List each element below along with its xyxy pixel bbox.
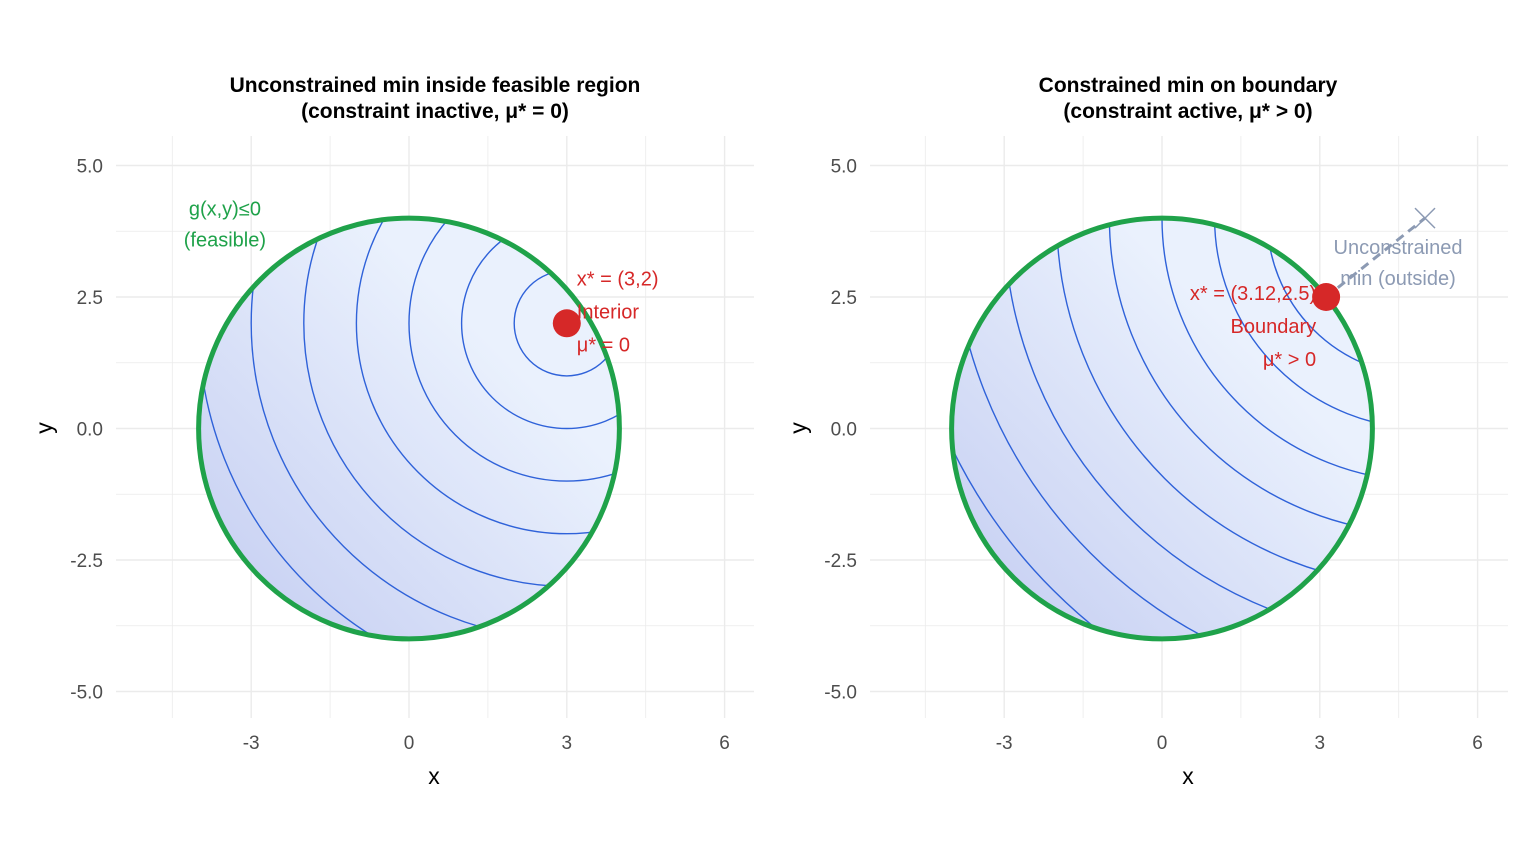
chart-title: Constrained min on boundary <box>1039 74 1338 97</box>
chart-subtitle: (constraint inactive, μ* = 0) <box>301 100 569 123</box>
optimum-label: Boundary <box>1230 316 1316 338</box>
unconstrained-min-label: Unconstrained <box>1334 237 1463 259</box>
direction-arrow <box>1325 216 1426 299</box>
contour-line <box>250 218 620 639</box>
panel-constrained-boundary: Constrained min on boundary (constraint … <box>785 74 1508 789</box>
y-axis-label: y <box>785 422 811 434</box>
unconstrained-min-label: min (outside) <box>1340 268 1456 290</box>
markers: x* = (3,2) Interior μ* = 0 <box>552 268 659 356</box>
constraint-circle <box>196 215 622 642</box>
y-tick-label: 0.0 <box>831 420 857 441</box>
feasible-region <box>951 218 1373 639</box>
contour-line <box>355 218 620 535</box>
y-tick-label: -5.0 <box>70 683 103 704</box>
y-tick-label: 0.0 <box>77 420 103 441</box>
chart-title: Unconstrained min inside feasible region <box>230 74 641 97</box>
x-axis-label: x <box>428 763 440 789</box>
constraint-label: (feasible) <box>184 229 266 251</box>
y-tick-label: 5.0 <box>831 157 857 178</box>
x-axis-label: x <box>1182 763 1194 789</box>
optimum-label: x* = (3.12,2.5) <box>1190 283 1316 305</box>
contour-line <box>408 218 620 482</box>
optimum-label: μ* = 0 <box>577 334 630 356</box>
contour-line <box>460 218 620 430</box>
x-tick-label: 6 <box>719 733 730 754</box>
axis-ticks: -3 0 3 6 -5.0 -2.5 0.0 2.5 5.0 <box>70 157 730 755</box>
optimum-label: Interior <box>577 301 640 323</box>
y-tick-label: 5.0 <box>77 157 103 178</box>
axis-ticks: -3 0 3 6 -5.0 -2.5 0.0 2.5 5.0 <box>824 157 1483 755</box>
x-tick-label: 6 <box>1472 733 1483 754</box>
feasible-region-fill <box>951 218 1373 639</box>
optimum-label: μ* > 0 <box>1263 349 1316 371</box>
chart-subtitle: (constraint active, μ* > 0) <box>1063 100 1312 123</box>
constraint-boundary <box>949 215 1375 642</box>
x-tick-label: 3 <box>1315 733 1326 754</box>
x-tick-label: -3 <box>996 733 1013 754</box>
constraint-circle <box>949 215 1375 642</box>
panel-unconstrained-interior: Unconstrained min inside feasible region… <box>31 74 754 789</box>
x-tick-label: 3 <box>562 733 573 754</box>
y-tick-label: -2.5 <box>70 551 103 572</box>
x-tick-label: -3 <box>243 733 260 754</box>
y-axis-label: y <box>31 422 57 434</box>
optimum-label: x* = (3,2) <box>577 268 659 290</box>
markers: Unconstrained min (outside) x* = (3.12,2.5… <box>1190 207 1463 371</box>
optimum-point <box>552 309 581 338</box>
x-tick-label: 0 <box>1157 733 1168 754</box>
y-tick-label: 2.5 <box>831 288 857 309</box>
constraint-label: g(x,y)≤0 <box>189 198 261 220</box>
unconstrained-min-marker <box>1414 207 1436 229</box>
constraint-boundary: g(x,y)≤0 (feasible) <box>184 198 622 642</box>
y-tick-label: 2.5 <box>77 288 103 309</box>
y-tick-label: -2.5 <box>824 551 857 572</box>
x-tick-label: 0 <box>404 733 415 754</box>
optimum-point <box>1312 283 1341 311</box>
y-tick-label: -5.0 <box>824 683 857 704</box>
